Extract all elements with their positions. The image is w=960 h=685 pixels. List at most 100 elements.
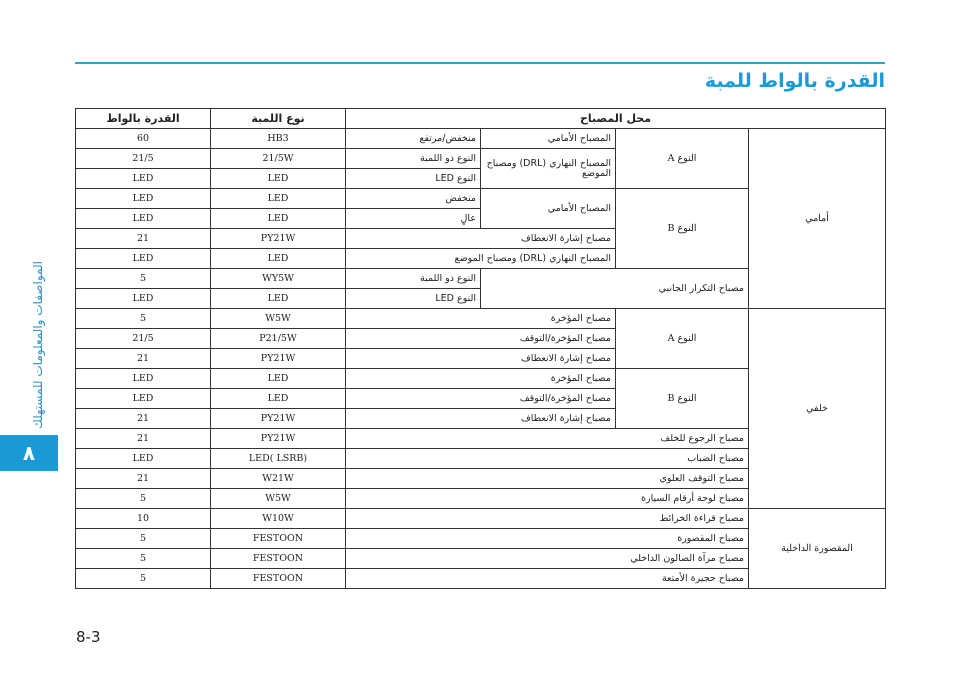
- table-row: مصباح مرآة الصالون الداخلي FESTOON 5: [75, 548, 886, 569]
- table-row: أمامي النوع A المصباح الأمامي منخفض/مرتفع HB…: [75, 128, 886, 309]
- table-cell: خلفي: [748, 308, 886, 509]
- table-cell: 21/5: [75, 148, 211, 169]
- table-cell: HB3: [210, 128, 346, 149]
- table-row: مصباح المؤخرة/التوقف LED LED: [75, 388, 886, 409]
- table-row: مصباح الضباب LED( LSRB) LED: [75, 448, 886, 469]
- table-row: النوع B المصباح الأمامي منخفض LED LED: [75, 188, 886, 269]
- table-cell: WY5W: [210, 268, 346, 289]
- table-cell: 21: [75, 228, 211, 249]
- table-cell: النوع B: [615, 368, 749, 429]
- table-cell: LED: [75, 188, 211, 209]
- table-cell: LED: [75, 368, 211, 389]
- table-row: مصباح لوحة أرقام السيارة W5W 5: [75, 488, 886, 509]
- table-cell: FESTOON: [210, 528, 346, 549]
- table-cell: مصباح التوقف العلوي: [345, 468, 749, 489]
- table-cell: W5W: [210, 308, 346, 329]
- table-cell: مصباح إشارة الانعطاف: [345, 228, 616, 249]
- table-cell: 21: [75, 408, 211, 429]
- table-cell: 5: [75, 568, 211, 589]
- table-cell: 5: [75, 308, 211, 329]
- table-cell: 21/5W: [210, 148, 346, 169]
- table-cell: 21: [75, 428, 211, 449]
- table-cell: النوع ذو اللمبة: [345, 268, 481, 289]
- table-cell: مصباح الرجوع للخلف: [345, 428, 749, 449]
- table-cell: مصباح التكرار الجانبي: [480, 268, 749, 309]
- table-cell: المصباح الأمامي: [480, 128, 616, 149]
- table-cell: LED: [210, 208, 346, 229]
- table-cell: مصباح لوحة أرقام السيارة: [345, 488, 749, 509]
- table-cell: P21/5W: [210, 328, 346, 349]
- table-cell: PY21W: [210, 228, 346, 249]
- table-cell: مصباح الضباب: [345, 448, 749, 469]
- table-cell: LED: [210, 388, 346, 409]
- table-cell: 21: [75, 348, 211, 369]
- header-cell: محل المصباح: [345, 108, 886, 129]
- table-cell: المقصورة الداخلية: [748, 508, 886, 589]
- table-cell: النوع ذو اللمبة: [345, 148, 481, 169]
- table-cell: LED: [75, 208, 211, 229]
- table-cell: مصباح المؤخرة/التوقف: [345, 328, 616, 349]
- table-cell: LED: [75, 288, 211, 309]
- table-row: النوع LED LED LED: [75, 168, 886, 189]
- table-cell: PY21W: [210, 348, 346, 369]
- table-cell: LED: [75, 248, 211, 269]
- table-row: المصباح النهاري (DRL) ومصباح الموضع LED LE…: [75, 248, 886, 269]
- table-row: مصباح المقصورة FESTOON 5: [75, 528, 886, 549]
- table-cell: 60: [75, 128, 211, 149]
- table-cell: FESTOON: [210, 548, 346, 569]
- table-cell: مصباح حجيرة الأمتعة: [345, 568, 749, 589]
- table-cell: LED: [75, 388, 211, 409]
- table-cell: المصباح النهاري (DRL) ومصباح الموضع: [345, 248, 616, 269]
- table-row: المصباح النهاري (DRL) ومصباح الموضع النوع…: [75, 148, 886, 189]
- table-cell: النوع A: [615, 308, 749, 369]
- header-cell: القدرة بالواط: [75, 108, 211, 129]
- section-label: المواصفات والمعلومات للمستهلك: [31, 261, 45, 429]
- table-cell: المصباح الأمامي: [480, 188, 616, 229]
- table-cell: LED: [210, 248, 346, 269]
- table-row: خلفي النوع A مصباح المؤخرة W5W 5: [75, 308, 886, 509]
- table-cell: مصباح مرآة الصالون الداخلي: [345, 548, 749, 569]
- table-row: عالٍ LED LED: [75, 208, 886, 229]
- table-cell: W10W: [210, 508, 346, 529]
- table-cell: LED: [210, 168, 346, 189]
- page-number: 8-3: [76, 628, 101, 646]
- table-cell: النوع A: [615, 128, 749, 189]
- table-row: مصباح حجيرة الأمتعة FESTOON 5: [75, 568, 886, 589]
- table-cell: LED: [75, 448, 211, 469]
- table-cell: LED: [210, 368, 346, 389]
- table-cell: LED: [210, 188, 346, 209]
- table-cell: مصباح قراءة الخرائط: [345, 508, 749, 529]
- table-cell: المصباح النهاري (DRL) ومصباح الموضع: [480, 148, 616, 189]
- table-cell: LED: [75, 168, 211, 189]
- table-cell: عالٍ: [345, 208, 481, 229]
- table-cell: PY21W: [210, 408, 346, 429]
- table-cell: مصباح المؤخرة/التوقف: [345, 388, 616, 409]
- table-cell: مصباح إشارة الانعطاف: [345, 348, 616, 369]
- table-cell: LED: [210, 288, 346, 309]
- table-cell: أمامي: [748, 128, 886, 309]
- table-row: مصباح إشارة الانعطاف PY21W 21: [75, 228, 886, 249]
- table-cell: منخفض: [345, 188, 481, 209]
- bulb-table: محل المصباح نوع اللمبة القدرة بالواط أما…: [75, 108, 886, 589]
- table-cell: PY21W: [210, 428, 346, 449]
- table-cell: 10: [75, 508, 211, 529]
- table-cell: مصباح إشارة الانعطاف: [345, 408, 616, 429]
- table-cell: 21/5: [75, 328, 211, 349]
- table-cell: 21: [75, 468, 211, 489]
- table-row: مصباح التوقف العلوي W21W 21: [75, 468, 886, 489]
- table-cell: 5: [75, 268, 211, 289]
- table-row: المقصورة الداخلية مصباح قراءة الخرائط W10W…: [75, 508, 886, 589]
- table-cell: FESTOON: [210, 568, 346, 589]
- table-cell: W21W: [210, 468, 346, 489]
- table-cell: مصباح المقصورة: [345, 528, 749, 549]
- table-cell: منخفض/مرتفع: [345, 128, 481, 149]
- table-cell: W5W: [210, 488, 346, 509]
- table-cell: 5: [75, 548, 211, 569]
- table-cell: مصباح المؤخرة: [345, 368, 616, 389]
- table-row: مصباح التكرار الجانبي النوع ذو اللمبة WY5W…: [75, 268, 886, 309]
- table-cell: النوع LED: [345, 168, 481, 189]
- table-cell: 5: [75, 528, 211, 549]
- header-cell: نوع اللمبة: [210, 108, 346, 129]
- table-cell: النوع LED: [345, 288, 481, 309]
